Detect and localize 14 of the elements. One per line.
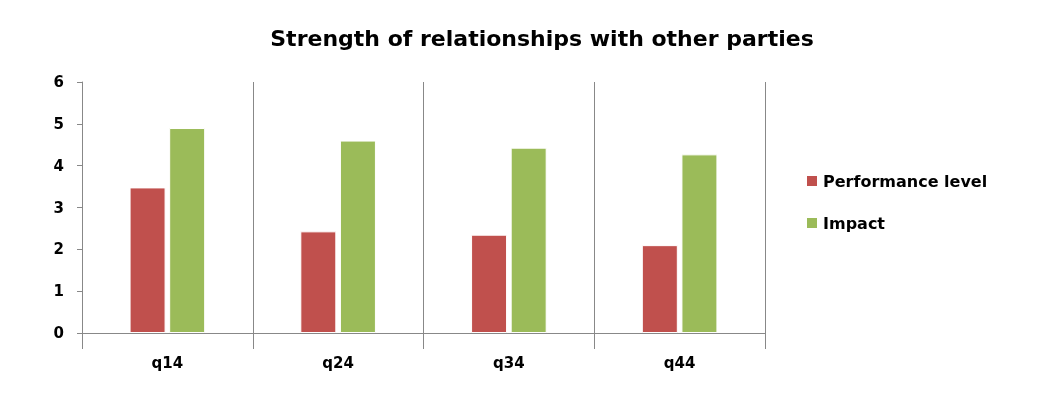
x-tick-label: q34 <box>493 353 525 372</box>
y-tick-label: 6 <box>53 73 64 91</box>
y-tick-label: 4 <box>53 156 64 175</box>
x-tick-label: q24 <box>322 353 354 372</box>
y-tick-label: 3 <box>53 198 64 217</box>
legend-label: Impact <box>823 213 886 233</box>
x-tick-label: q14 <box>151 353 184 372</box>
y-tick-label: 2 <box>53 240 64 259</box>
x-tick-label: q44 <box>663 353 696 372</box>
legend-label: Performance level <box>823 171 988 191</box>
y-tick-label: 1 <box>53 282 64 301</box>
chart-title: Strength of relationships with other parties <box>270 25 814 51</box>
y-tick-label: 5 <box>53 114 64 133</box>
y-tick-label: 0 <box>53 324 64 342</box>
